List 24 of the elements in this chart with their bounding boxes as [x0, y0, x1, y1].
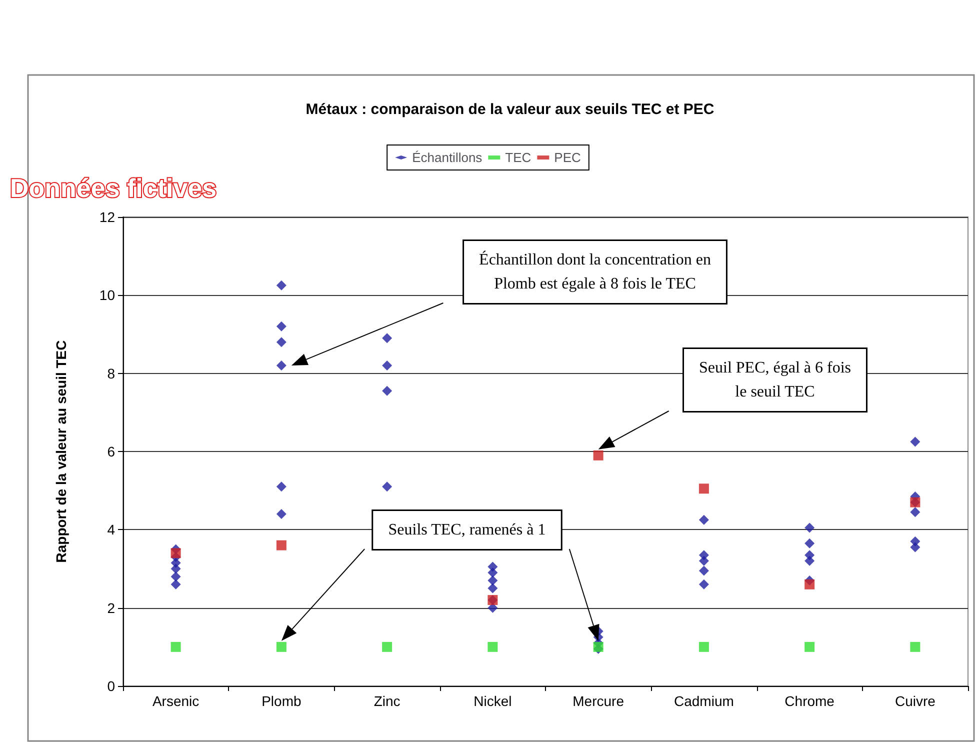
legend-label: TEC [505, 150, 532, 165]
y-tick-label: 4 [107, 522, 116, 538]
legend-label: Échantillons [412, 150, 483, 165]
x-tick-label: Plomb [262, 693, 302, 709]
chart-subtitle: Données fictives [10, 173, 217, 203]
y-tick-label: 8 [107, 365, 116, 382]
chart-title: Métaux : comparaison de la valeur aux seuils TEC et PEC [306, 101, 714, 118]
y-tick-label: 0 [107, 678, 116, 694]
x-tick-label: Cadmium [674, 693, 734, 709]
x-tick-label: Zinc [374, 693, 400, 709]
x-tick-label: Cuivre [894, 693, 936, 709]
y-tick-label: 12 [99, 209, 116, 225]
y-tick-label: 10 [99, 287, 116, 304]
legend-label: PEC [554, 150, 581, 165]
x-tick-label: Chrome [784, 693, 835, 709]
x-tick-label: Nickel [474, 693, 512, 709]
x-tick-label: Arsenic [152, 693, 200, 709]
x-tick-label: Mercure [572, 693, 624, 709]
y-axis-title: Rapport de la valeur au seuil TEC [53, 340, 69, 563]
y-tick-label: 2 [107, 600, 116, 616]
annotation: Seuils TEC, ramenés à 1 [388, 522, 546, 538]
annotation: Seuil PEC, égal à 6 fois le seuil TEC [699, 360, 851, 400]
y-tick-label: 6 [107, 444, 116, 460]
annotation: Échantillon dont la concentration en Plomb est égale à 8 fois le TEC [479, 250, 711, 292]
